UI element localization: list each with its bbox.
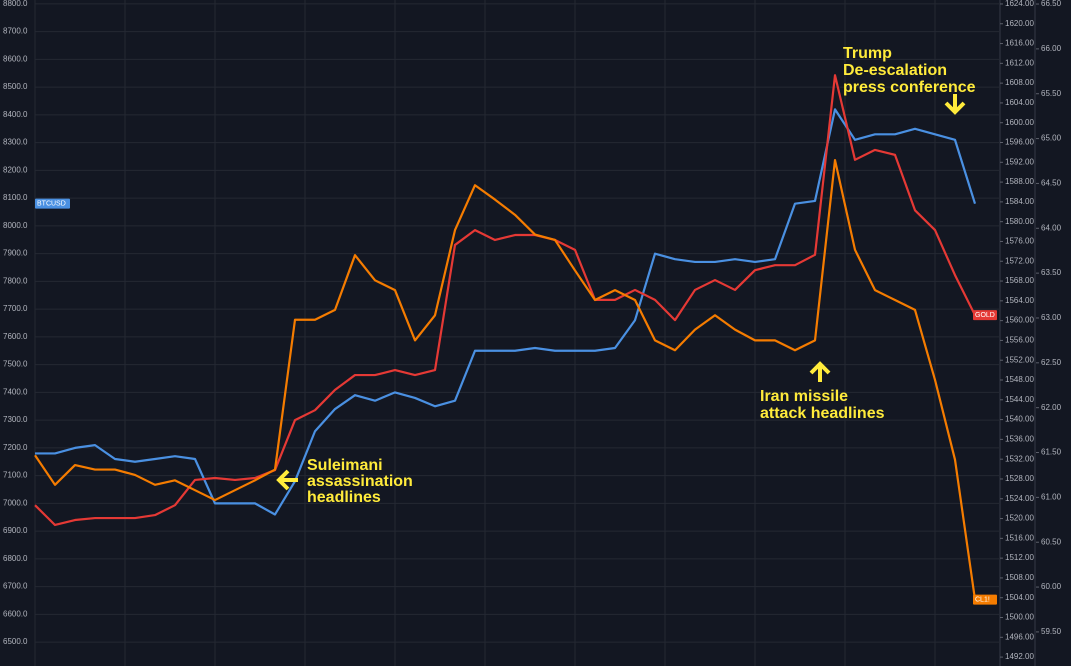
y-tick-label: 60.00 (1041, 582, 1062, 591)
plot-layer (34, 3, 1000, 643)
y-tick-label: 1508.00 (1005, 573, 1034, 582)
y-tick-label: 1608.00 (1005, 78, 1034, 87)
y-tick-label: 7500.0 (3, 360, 28, 369)
y-tick-label: 1492.00 (1005, 652, 1034, 661)
y-tick-label: 1536.00 (1005, 434, 1034, 443)
y-tick-label: 6700.0 (3, 582, 28, 591)
annotation: Trump (843, 45, 892, 62)
y-tick-label: 1600.00 (1005, 118, 1034, 127)
y-tick-label: 8700.0 (3, 27, 28, 36)
y-tick-label: 64.50 (1041, 179, 1062, 188)
y-tick-label: 63.00 (1041, 313, 1062, 322)
y-tick-label: 8500.0 (3, 82, 28, 91)
y-tick-label: 7300.0 (3, 415, 28, 424)
y-tick-label: 66.50 (1041, 0, 1062, 8)
y-tick-label: 1564.00 (1005, 296, 1034, 305)
annotation: Suleimani (307, 457, 383, 474)
annotation: headlines (307, 489, 381, 506)
y-tick-label: 1616.00 (1005, 39, 1034, 48)
y-tick-label: 64.00 (1041, 223, 1062, 232)
y-tick-label: 8600.0 (3, 54, 28, 63)
y-tick-label: 7000.0 (3, 498, 28, 507)
annotation: press conference (843, 79, 976, 96)
series-tag: BTCUSD (37, 201, 66, 208)
annotation: attack headlines (760, 405, 885, 422)
price-tag (973, 594, 997, 605)
y-tick-label: 1512.00 (1005, 553, 1034, 562)
price-tag (973, 310, 997, 321)
y-tick-label: 8800.0 (3, 0, 28, 8)
series-tag: GOLD (975, 312, 995, 319)
y-tick-label: 61.50 (1041, 448, 1062, 457)
y-tick-label: 65.50 (1041, 89, 1062, 98)
y-tick-label: 1588.00 (1005, 177, 1034, 186)
y-tick-label: 1620.00 (1005, 19, 1034, 28)
series-tag: CL1! (975, 596, 990, 603)
series-line (34, 159, 977, 600)
y-tick-label: 7200.0 (3, 443, 28, 452)
y-tick-label: 1552.00 (1005, 355, 1034, 364)
y-tick-label: 7100.0 (3, 471, 28, 480)
y-tick-label: 1560.00 (1005, 316, 1034, 325)
y-tick-label: 1568.00 (1005, 276, 1034, 285)
y-tick-label: 8000.0 (3, 221, 28, 230)
y-tick-label: 1540.00 (1005, 415, 1034, 424)
y-tick-label: 1592.00 (1005, 157, 1034, 166)
y-tick-label: 1532.00 (1005, 454, 1034, 463)
y-tick-label: 1496.00 (1005, 632, 1034, 641)
y-tick-label: 63.50 (1041, 268, 1062, 277)
y-tick-label: 1604.00 (1005, 98, 1034, 107)
y-tick-label: 7600.0 (3, 332, 28, 341)
y-tick-label: 6500.0 (3, 637, 28, 646)
y-tick-label: 1612.00 (1005, 58, 1034, 67)
y-tick-label: 6900.0 (3, 526, 28, 535)
y-tick-label: 8300.0 (3, 138, 28, 147)
y-tick-label: 8200.0 (3, 165, 28, 174)
y-tick-label: 62.00 (1041, 403, 1062, 412)
y-tick-label: 1580.00 (1005, 217, 1034, 226)
annotation: De-escalation (843, 62, 947, 79)
y-tick-label: 7700.0 (3, 304, 28, 313)
y-tick-label: 61.00 (1041, 492, 1062, 501)
y-tick-label: 59.50 (1041, 627, 1062, 636)
y-tick-label: 6800.0 (3, 554, 28, 563)
y-tick-label: 8100.0 (3, 193, 28, 202)
y-tick-label: 1556.00 (1005, 336, 1034, 345)
series-line (35, 108, 977, 516)
y-tick-label: 1576.00 (1005, 237, 1034, 246)
y-tick-label: 1520.00 (1005, 514, 1034, 523)
y-tick-label: 1528.00 (1005, 474, 1034, 483)
annotation-arrows (276, 94, 966, 491)
y-tick-label: 62.50 (1041, 358, 1062, 367)
y-tick-label: 1544.00 (1005, 395, 1034, 404)
y-tick-label: 1500.00 (1005, 613, 1034, 622)
annotation: assassination (307, 473, 413, 490)
y-tick-label: 65.00 (1041, 134, 1062, 143)
annotation: Iran missile (760, 388, 848, 405)
y-tick-label: 7400.0 (3, 387, 28, 396)
vertical-grid (34, 0, 936, 666)
y-tick-label: 1624.00 (1005, 0, 1034, 8)
series-line (34, 74, 976, 527)
y-tick-label: 8400.0 (3, 110, 28, 119)
y-tick-label: 7900.0 (3, 249, 28, 258)
y-tick-label: 60.50 (1041, 537, 1062, 546)
y-tick-label: 1584.00 (1005, 197, 1034, 206)
price-tag (35, 198, 70, 209)
y-tick-label: 1504.00 (1005, 593, 1034, 602)
y-tick-label: 7800.0 (3, 276, 28, 285)
y-tick-label: 1524.00 (1005, 494, 1034, 503)
y-tick-label: 1572.00 (1005, 256, 1034, 265)
y-tick-label: 1596.00 (1005, 138, 1034, 147)
y-tick-label: 66.00 (1041, 44, 1062, 53)
y-tick-label: 6600.0 (3, 609, 28, 618)
y-tick-label: 1548.00 (1005, 375, 1034, 384)
y-tick-label: 1516.00 (1005, 533, 1034, 542)
